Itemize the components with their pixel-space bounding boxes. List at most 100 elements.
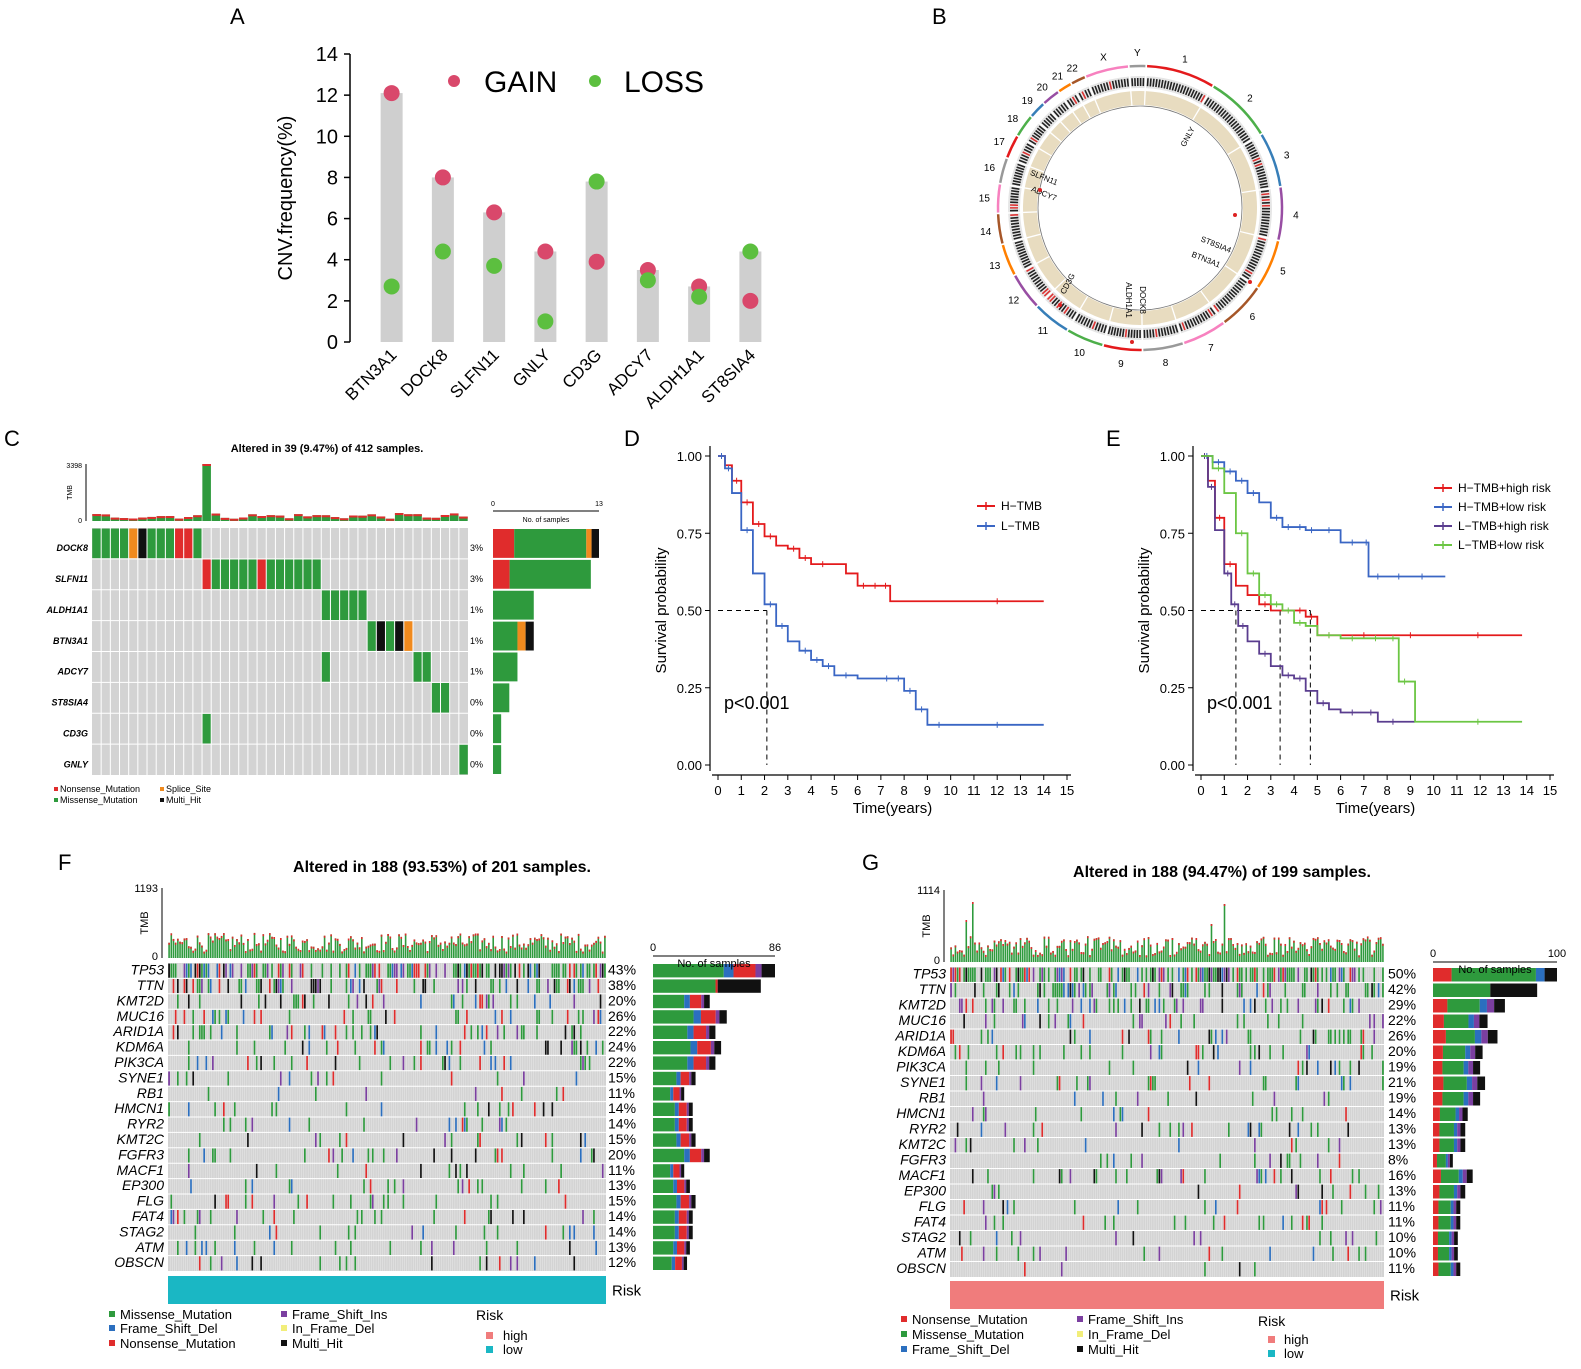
- tmb-bar-cap: [330, 517, 340, 520]
- km-y-tick-label: 0.00: [677, 758, 702, 773]
- mutation-cell: [174, 963, 177, 978]
- tmb-bar-cap: [1217, 951, 1219, 954]
- mutation-cell: [389, 1240, 392, 1255]
- tmb-bar: [1147, 937, 1150, 962]
- sample-count-bar: [684, 1148, 690, 1163]
- mutation-cell: [987, 967, 989, 982]
- tmb-bar: [969, 936, 972, 962]
- mutation-cell: [1321, 998, 1324, 1013]
- sample-count-bar: [1463, 1092, 1469, 1106]
- tmb-bar: [1195, 938, 1198, 962]
- tmb-bar: [1071, 948, 1074, 962]
- mutation-cell: [1032, 1045, 1035, 1060]
- tmb-bar: [420, 942, 422, 958]
- cytoband: [1010, 192, 1019, 196]
- tmb-bar: [490, 949, 492, 958]
- tmb-bar: [101, 514, 111, 521]
- tmb-min-label: 0: [152, 951, 158, 963]
- mutation-cell: [490, 1194, 492, 1209]
- gene-row-label: EP300: [904, 1183, 946, 1199]
- mutation-cell: [312, 979, 315, 994]
- mutation-cell: [441, 1056, 444, 1071]
- mutation-cell: [371, 1194, 374, 1209]
- mutation-cell: [380, 979, 383, 994]
- mutation-cell: [1158, 1122, 1161, 1137]
- tmb-bar: [177, 938, 179, 958]
- mutation-cell: [192, 1071, 195, 1086]
- mutation-cell: [345, 1256, 348, 1271]
- sample-count-bar: [1481, 1030, 1488, 1044]
- tmb-bar: [354, 947, 357, 958]
- mutation-cell: [347, 963, 350, 978]
- tmb-bar: [494, 946, 497, 958]
- mutation-cell: [284, 559, 294, 590]
- legend-label: H−TMB+low risk: [1458, 500, 1547, 514]
- cytoband: [1192, 317, 1198, 326]
- mutation-cell: [1373, 1200, 1376, 1215]
- sample-count-bar: [653, 1225, 675, 1240]
- tmb-bar: [549, 949, 551, 958]
- mutation-cell: [183, 963, 186, 978]
- mutation-cell: [1115, 1169, 1117, 1184]
- chromosome-label: 17: [994, 137, 1006, 148]
- sample-count-bar: [701, 994, 705, 1009]
- chromosome-outline: [1067, 329, 1103, 347]
- mutation-cell: [1238, 1060, 1241, 1075]
- tmb-bar-cap: [188, 946, 190, 949]
- gene-pct-label: 13%: [1388, 1183, 1416, 1199]
- mutation-cell: [262, 963, 265, 978]
- mutation-cell: [279, 1071, 282, 1086]
- tmb-bar-cap: [1008, 941, 1011, 944]
- mutation-cell: [1121, 967, 1124, 982]
- cytoband: [1069, 98, 1075, 106]
- cytoband: [1256, 242, 1265, 247]
- mutation-cell: [509, 1256, 512, 1271]
- tmb-bar-cap: [1149, 944, 1152, 947]
- sample-count-bar: [1454, 1231, 1458, 1245]
- sample-count-bar: [678, 1225, 687, 1240]
- mutation-cell: [1052, 983, 1054, 998]
- tmb-bar-cap: [275, 515, 285, 518]
- tmb-bar: [1217, 951, 1219, 962]
- sample-count-bar: [675, 1256, 682, 1270]
- mutation-cell: [185, 963, 188, 978]
- tmb-bar: [520, 947, 523, 958]
- mutation-cell: [1021, 1014, 1024, 1029]
- sample-count-bar: [1466, 1169, 1473, 1183]
- tmb-bar: [1230, 938, 1232, 962]
- tmb-bar-cap: [446, 945, 449, 948]
- tmb-bar-cap: [358, 947, 361, 950]
- mutation-cell: [387, 1179, 389, 1194]
- mutation-cell: [1262, 967, 1265, 982]
- sample-count-bar: [676, 1133, 681, 1147]
- tmb-bar: [1165, 939, 1167, 962]
- tmb-bar: [1225, 951, 1228, 962]
- mutation-cell: [1262, 1076, 1265, 1091]
- mutation-cell: [1008, 983, 1011, 998]
- cytoband: [1014, 171, 1023, 176]
- mutation-cell: [185, 1071, 188, 1086]
- tmb-bar: [345, 947, 348, 958]
- cytoband: [1083, 317, 1089, 326]
- inner-track: [1024, 167, 1044, 190]
- km-y-tick-label: 0.75: [677, 526, 702, 541]
- mutation-cell: [1195, 1045, 1198, 1060]
- chromosome-outline: [1260, 134, 1282, 187]
- mutation-cell: [1191, 1122, 1193, 1137]
- mutation-cell: [961, 1246, 963, 1261]
- mutation-cell: [358, 963, 361, 978]
- cytoband: [1219, 299, 1227, 307]
- mutation-cell: [547, 1040, 549, 1055]
- mutation-cell: [1102, 1091, 1104, 1106]
- mutation-cell: [255, 1163, 258, 1178]
- tmb-bar-cap: [1379, 937, 1382, 940]
- mutation-cell: [1256, 967, 1258, 982]
- mutation-cell: [991, 1029, 994, 1044]
- tmb-bar: [525, 947, 527, 958]
- gene-pct-label: 1%: [470, 667, 483, 677]
- mutation-cell: [251, 1179, 254, 1194]
- sample-count-bar: [670, 1164, 674, 1178]
- tmb-bar-cap: [415, 942, 418, 945]
- tmb-bar-cap: [168, 942, 170, 945]
